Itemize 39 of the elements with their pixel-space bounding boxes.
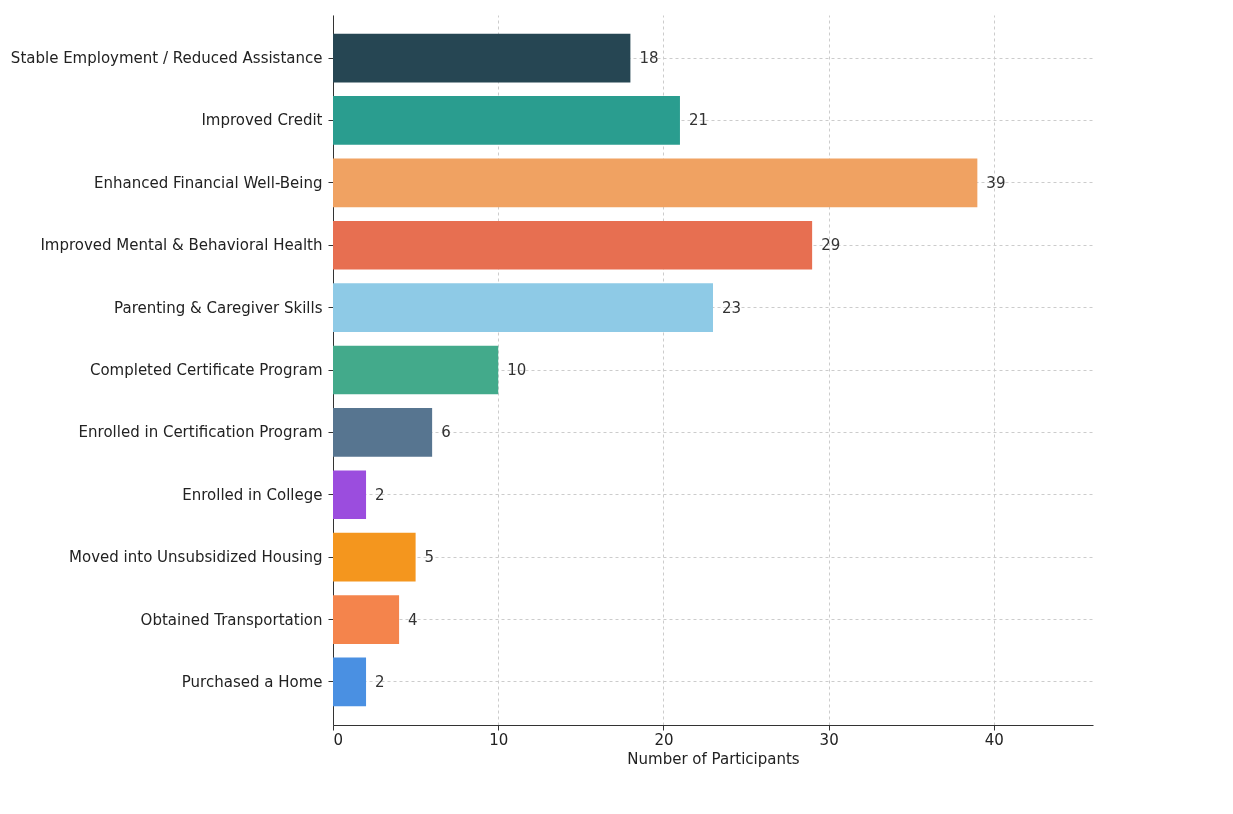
y-tick-label: Stable Employment / Reduced Assistance xyxy=(10,49,323,68)
data-label: 5 xyxy=(424,548,435,567)
data-label: 6 xyxy=(441,423,451,442)
x-tick-label: 10 xyxy=(489,730,509,749)
bar xyxy=(333,657,367,707)
y-tick-label: Enrolled in College xyxy=(182,485,323,504)
bar xyxy=(333,595,400,644)
bar xyxy=(333,283,713,332)
x-tick-label: 0 xyxy=(333,730,344,749)
data-label: 23 xyxy=(722,298,742,317)
y-tick-label: Improved Credit xyxy=(201,111,323,130)
bar xyxy=(333,532,416,582)
bar xyxy=(333,408,433,457)
y-tick-label: Enhanced Financial Well-Being xyxy=(93,173,323,192)
data-label: 2 xyxy=(375,485,385,504)
bar xyxy=(333,96,680,145)
data-label: 18 xyxy=(639,49,659,68)
y-tick-label: Completed Certificate Program xyxy=(89,361,323,379)
bar xyxy=(333,470,367,520)
data-label: 10 xyxy=(507,361,527,379)
data-label: 29 xyxy=(821,236,841,255)
x-tick-label: 40 xyxy=(984,730,1004,749)
y-tick-label: Obtained Transportation xyxy=(140,610,323,629)
x-axis-title: Number of Participants xyxy=(627,749,800,768)
bar xyxy=(333,345,499,395)
data-label: 39 xyxy=(986,173,1006,192)
y-tick-label: Parenting & Caregiver Skills xyxy=(114,298,323,317)
y-tick-label: Purchased a Home xyxy=(181,672,323,691)
data-label: 4 xyxy=(408,610,418,629)
y-tick-label: Moved into Unsubsidized Housing xyxy=(69,548,323,567)
bar xyxy=(333,220,813,270)
data-label: 21 xyxy=(688,111,709,130)
bar xyxy=(333,158,978,208)
y-tick-label: Improved Mental & Behavioral Health xyxy=(40,236,323,255)
x-tick-label: 30 xyxy=(819,730,839,749)
data-label: 2 xyxy=(375,672,385,691)
x-tick-label: 20 xyxy=(654,730,674,749)
y-tick-label: Enrolled in Certification Program xyxy=(78,423,323,442)
bar xyxy=(333,33,631,83)
